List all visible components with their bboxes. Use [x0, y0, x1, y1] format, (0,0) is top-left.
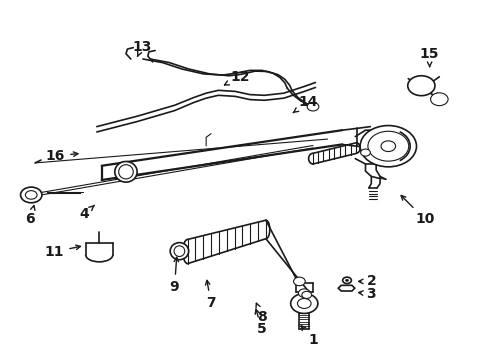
Text: 6: 6 — [25, 206, 35, 226]
Text: 14: 14 — [294, 95, 318, 113]
Text: 7: 7 — [205, 280, 216, 310]
Ellipse shape — [115, 162, 137, 182]
Text: 8: 8 — [256, 303, 267, 324]
Circle shape — [291, 293, 318, 314]
Circle shape — [381, 141, 395, 152]
Text: 15: 15 — [420, 47, 440, 67]
Circle shape — [361, 149, 370, 156]
Circle shape — [307, 103, 319, 111]
Text: 3: 3 — [359, 287, 376, 301]
Text: 5: 5 — [255, 309, 267, 337]
Text: 16: 16 — [46, 149, 78, 163]
Ellipse shape — [119, 165, 133, 179]
Circle shape — [21, 187, 42, 203]
Circle shape — [298, 289, 310, 297]
Circle shape — [297, 298, 311, 309]
Text: 12: 12 — [224, 70, 250, 85]
Ellipse shape — [174, 246, 185, 257]
Ellipse shape — [170, 243, 189, 260]
Text: 9: 9 — [170, 257, 179, 294]
Circle shape — [294, 277, 305, 286]
Circle shape — [343, 277, 351, 284]
Circle shape — [368, 131, 409, 161]
Text: 13: 13 — [132, 40, 152, 57]
Circle shape — [345, 279, 348, 282]
Text: 11: 11 — [45, 245, 80, 259]
Text: 10: 10 — [401, 195, 435, 226]
Text: 1: 1 — [301, 326, 318, 347]
Circle shape — [408, 76, 435, 96]
Circle shape — [431, 93, 448, 105]
Circle shape — [360, 126, 416, 167]
Text: 2: 2 — [359, 274, 376, 288]
Polygon shape — [338, 285, 355, 291]
Text: 4: 4 — [80, 205, 95, 221]
Circle shape — [25, 191, 37, 199]
Circle shape — [302, 291, 312, 298]
